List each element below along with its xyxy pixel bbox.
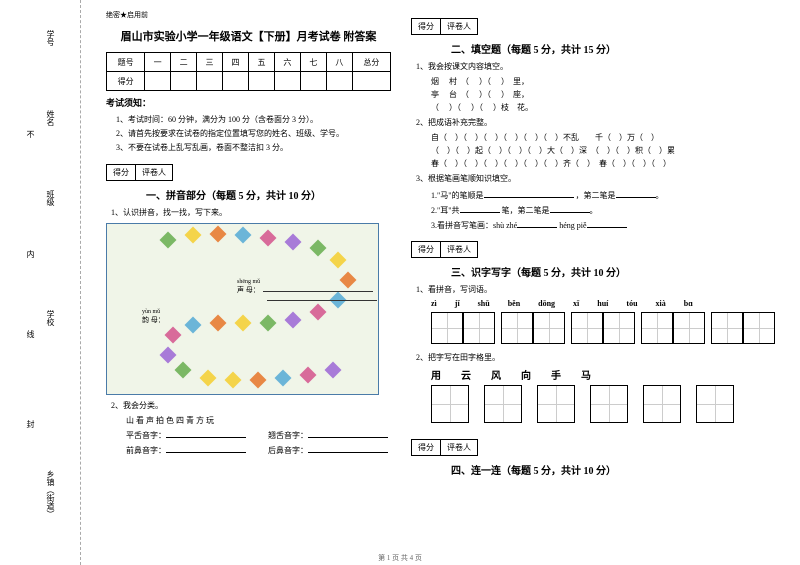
right-column: 得分 评卷人 二、填空题（每题 5 分，共计 15 分） 1、我会按课文内容填空… [401, 10, 785, 555]
seal-char: 不 [25, 130, 36, 138]
table-row: 题号 一 二 三 四 五 六 七 八 总分 [107, 53, 391, 72]
notice-item: 2、请首先按要求在试卷的指定位置填写您的姓名、班级、学号。 [116, 128, 391, 139]
grid-cell[interactable] [463, 312, 495, 344]
margin-label-class: 班级 [45, 190, 56, 206]
margin-label-id: 学号 [45, 30, 56, 46]
fill-line: 春（ ）（ ）（ ）（ ）（ ）（ ）齐（ ） 春（ ）（ ）（ ） [431, 158, 775, 169]
table-row: 得分 [107, 72, 391, 91]
score-table: 题号 一 二 三 四 五 六 七 八 总分 得分 [106, 52, 391, 91]
score-box: 得分 评卷人 [411, 439, 478, 456]
question-text: 1、认识拼音，找一找，写下来。 [111, 207, 391, 218]
section-1-title: 一、拼音部分（每题 5 分，共计 10 分） [146, 187, 391, 202]
margin-label-town: 乡镇（街道） [45, 470, 56, 518]
page-container: 学号 姓名 班级 学校 乡镇（街道） 不 内 线 封 绝密★启用前 眉山市实验小… [0, 0, 800, 565]
margin-label-school: 学校 [45, 310, 56, 326]
left-column: 绝密★启用前 眉山市实验小学一年级语文【下册】月考试卷 附答案 题号 一 二 三… [96, 10, 401, 555]
question-text: 3、根据笔画笔顺知识填空。 [416, 173, 775, 184]
grid-cell[interactable] [743, 312, 775, 344]
notice-item: 1、考试时间：60 分钟，满分为 100 分（含卷面分 3 分）。 [116, 114, 391, 125]
grid-cell[interactable] [590, 385, 628, 423]
writing-grid-row [431, 385, 775, 423]
section-3-title: 三、识字写字（每题 5 分，共计 10 分） [451, 264, 775, 279]
fill-line: 亭 台 （ ）（ ） 座， [431, 89, 775, 100]
grid-cell[interactable] [673, 312, 705, 344]
seal-char: 封 [25, 420, 36, 428]
score-box: 得分 评卷人 [411, 241, 478, 258]
question-chars: 山 看 声 拍 色 四 青 方 玩 [126, 415, 391, 426]
pinyin-row: zìjǐ shūběn dōngxī huítóu xiàbɑ [431, 299, 775, 308]
question-text: 1、我会按课文内容填空。 [416, 61, 775, 72]
margin-label-name: 姓名 [45, 110, 56, 126]
grid-cell[interactable] [501, 312, 533, 344]
grid-cell[interactable] [431, 385, 469, 423]
fill-line: 自（ ）（ ）（ ）（ ）（ ）（ ）不乱 千（ ）万（ ） [431, 132, 775, 143]
pinyin-train-image: shēng mǔ 声 母： yùn mǔ 韵 母： [106, 223, 379, 395]
shengmu-label: shēng mǔ 声 母： [237, 279, 377, 303]
seal-char: 内 [25, 250, 36, 258]
page-footer: 第 1 页 共 4 页 [0, 553, 800, 563]
question-text: 2、把字写在田字格里。 [416, 352, 775, 363]
fill-line: 2."耳"共 笔，第二笔是。 [431, 203, 775, 216]
binding-margin: 学号 姓名 班级 学校 乡镇（街道） 不 内 线 封 [0, 0, 81, 565]
fill-line: （ ）（ ）起（ ）（ ）（ ）大（ ）深 （ ）（ ）积（ ）累 [431, 145, 775, 156]
blank-line: 前鼻音字： 后鼻音字： [126, 443, 391, 456]
fill-line: 1."马"的笔顺是 ，第二笔是。 [431, 188, 775, 201]
notice-item: 3、不要在试卷上乱写乱画，卷面不整洁扣 3 分。 [116, 142, 391, 153]
grid-cell[interactable] [431, 312, 463, 344]
yunmu-label: yùn mǔ 韵 母： [142, 309, 165, 325]
question-text: 2、把成语补充完整。 [416, 117, 775, 128]
section-2-title: 二、填空题（每题 5 分，共计 15 分） [451, 41, 775, 56]
score-box: 得分 评卷人 [411, 18, 478, 35]
seal-char: 线 [25, 330, 36, 338]
blank-line: 平舌音字： 翘舌音字： [126, 428, 391, 441]
grid-cell[interactable] [696, 385, 734, 423]
grid-cell[interactable] [533, 312, 565, 344]
question-text: 1、看拼音，写词语。 [416, 284, 775, 295]
grid-cell[interactable] [603, 312, 635, 344]
question-text: 2、我会分类。 [111, 400, 391, 411]
secret-label: 绝密★启用前 [106, 10, 391, 20]
score-box: 得分 评卷人 [106, 164, 173, 181]
writing-grid-row [431, 312, 775, 344]
exam-title: 眉山市实验小学一年级语文【下册】月考试卷 附答案 [106, 28, 391, 44]
fill-line: 3.看拼音写笔画：shù zhé héng piě [431, 218, 775, 231]
char-row: 用云 风向 手马 [431, 367, 775, 382]
fill-line: （ ）（ ）（ ）枝 花。 [431, 102, 775, 113]
grid-cell[interactable] [484, 385, 522, 423]
grid-cell[interactable] [643, 385, 681, 423]
grid-cell[interactable] [641, 312, 673, 344]
section-4-title: 四、连一连（每题 5 分，共计 10 分） [451, 462, 775, 477]
grid-cell[interactable] [571, 312, 603, 344]
grid-cell[interactable] [537, 385, 575, 423]
fill-line: 烟 村 （ ）（ ） 里， [431, 76, 775, 87]
grid-cell[interactable] [711, 312, 743, 344]
notice-title: 考试须知： [106, 96, 391, 109]
content-columns: 绝密★启用前 眉山市实验小学一年级语文【下册】月考试卷 附答案 题号 一 二 三… [81, 0, 800, 565]
